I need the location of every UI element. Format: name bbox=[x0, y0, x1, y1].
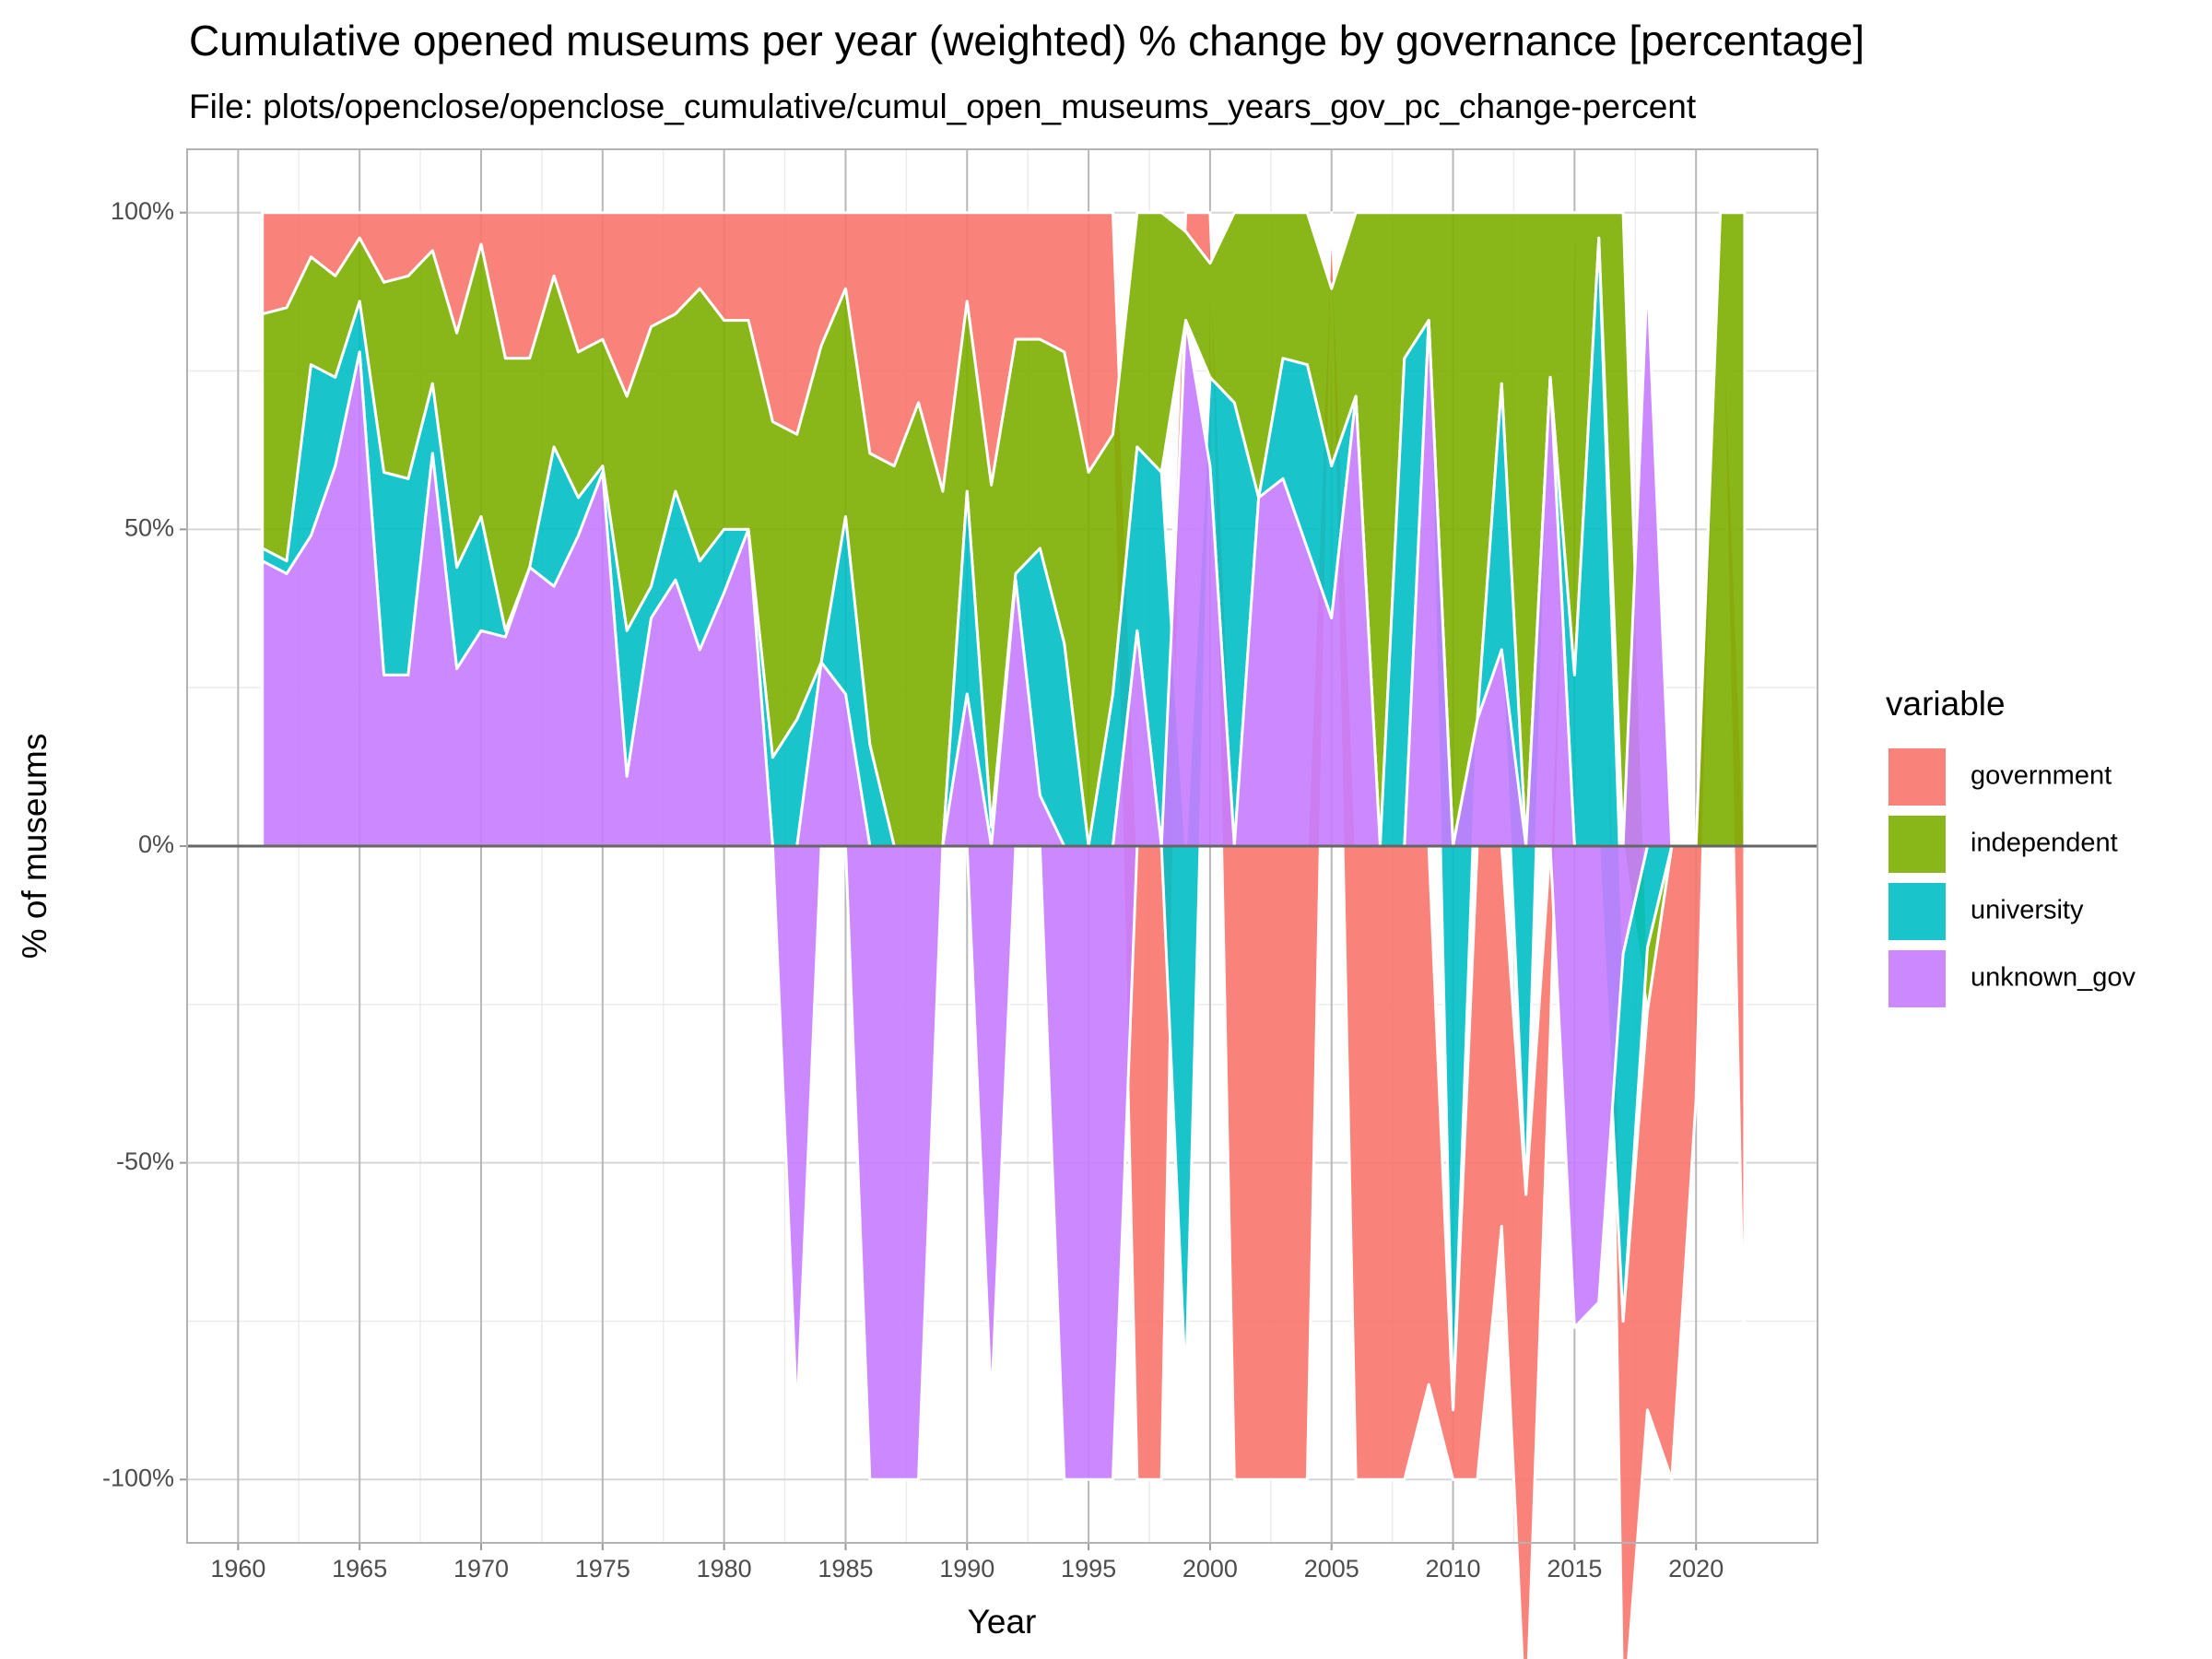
legend-label: independent bbox=[1971, 829, 2118, 858]
x-tick-label: 1995 bbox=[1061, 1555, 1116, 1583]
x-tick-label: 1980 bbox=[697, 1555, 752, 1583]
chart-title: Cumulative opened museums per year (weig… bbox=[189, 17, 1865, 65]
x-tick-label: 1960 bbox=[210, 1555, 265, 1583]
x-tick-label: 1965 bbox=[332, 1555, 387, 1583]
legend: variable government independent university… bbox=[1886, 685, 2136, 1007]
x-tick-label: 2015 bbox=[1547, 1555, 1602, 1583]
legend-key bbox=[1888, 748, 1946, 806]
legend-key bbox=[1888, 816, 1946, 873]
y-tick-label: -50% bbox=[116, 1147, 174, 1175]
y-axis-title: % of museums bbox=[16, 734, 53, 959]
y-tick-label: 100% bbox=[111, 197, 174, 225]
legend-label: university bbox=[1971, 896, 2084, 925]
x-tick-label: 2010 bbox=[1426, 1555, 1481, 1583]
axes: -100% -50% 0% 50% 100% 1960 1965 1970 1975 1980 19… bbox=[102, 148, 1818, 1583]
legend-label: unknown_gov bbox=[1971, 963, 2136, 993]
x-tick-label: 1990 bbox=[939, 1555, 994, 1583]
x-axis-title: Year bbox=[968, 1603, 1037, 1641]
x-tick-label: 1975 bbox=[575, 1555, 630, 1583]
legend-title: variable bbox=[1886, 685, 2006, 723]
chart-subtitle: File: plots/openclose/openclose_cumulati… bbox=[189, 88, 1697, 125]
panel-border bbox=[186, 148, 1818, 1544]
y-tick-label: -100% bbox=[102, 1464, 174, 1491]
y-tick-label: 50% bbox=[124, 513, 174, 541]
x-tick-label: 2000 bbox=[1182, 1555, 1238, 1583]
x-tick-label: 1985 bbox=[818, 1555, 873, 1583]
areas bbox=[261, 211, 1747, 1659]
legend-label: government bbox=[1971, 761, 2112, 791]
x-tick-label: 2020 bbox=[1668, 1555, 1724, 1583]
x-tick-label: 1970 bbox=[453, 1555, 509, 1583]
legend-key bbox=[1888, 883, 1946, 940]
x-tick-label: 2005 bbox=[1304, 1555, 1359, 1583]
y-tick-label: 0% bbox=[138, 830, 174, 858]
legend-key bbox=[1888, 950, 1946, 1007]
